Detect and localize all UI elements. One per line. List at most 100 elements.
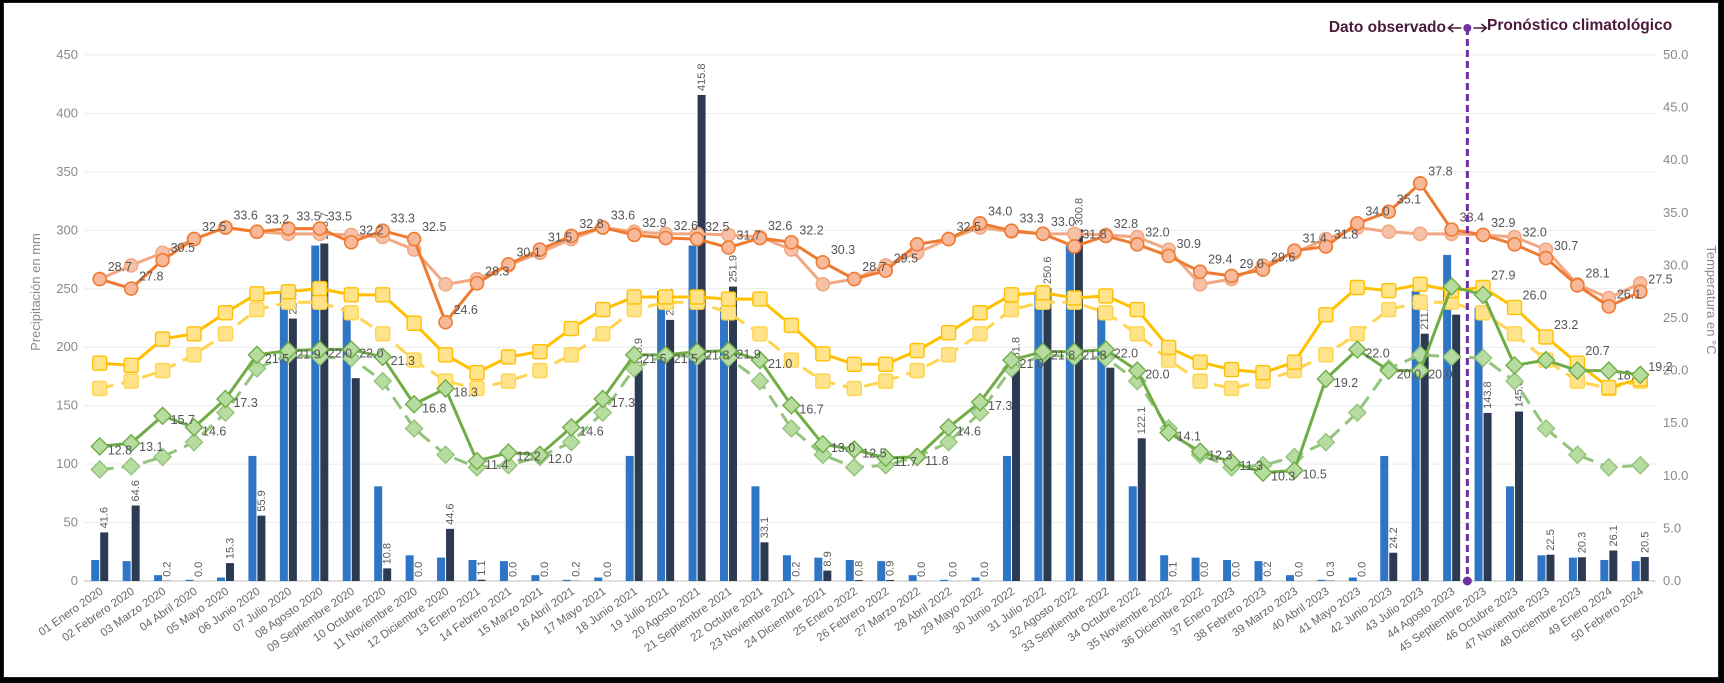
y-axis-left: 0 50 100 150 200 250 300 350 400 450 xyxy=(56,47,78,588)
point-marker xyxy=(1599,457,1619,477)
point-marker xyxy=(153,447,173,467)
point-marker xyxy=(720,291,737,307)
point-marker xyxy=(658,230,673,246)
line-value-label: 32.2 xyxy=(359,223,383,237)
point-marker xyxy=(1129,326,1145,342)
point-marker xyxy=(184,417,204,437)
point-marker xyxy=(972,326,988,342)
point-marker xyxy=(719,341,738,361)
point-marker xyxy=(406,352,422,368)
point-marker xyxy=(1444,222,1459,237)
point-marker xyxy=(1066,290,1083,306)
line-value-label: 24.6 xyxy=(454,303,478,317)
bar-normal xyxy=(437,557,446,581)
line-value-label: 20.7 xyxy=(1585,344,1609,358)
point-marker xyxy=(1159,423,1179,443)
point-marker xyxy=(1318,347,1334,363)
point-marker xyxy=(752,230,768,246)
point-marker xyxy=(752,291,768,307)
line-value-label: 21.8 xyxy=(1082,349,1106,363)
point-marker xyxy=(1599,361,1619,381)
point-marker xyxy=(1003,301,1020,318)
line-value-label: 30.3 xyxy=(831,243,855,257)
point-marker xyxy=(437,347,454,363)
bar-normal xyxy=(908,575,917,581)
bar-value-label: 0.3 xyxy=(1325,561,1337,576)
point-marker xyxy=(972,216,988,231)
point-marker xyxy=(1349,279,1366,296)
bar-actual xyxy=(320,243,329,581)
point-marker xyxy=(1412,226,1428,242)
bar-normal xyxy=(1317,579,1326,581)
line-value-label: 16.8 xyxy=(422,401,446,415)
bar-normal xyxy=(248,455,257,581)
line-value-label: 11.3 xyxy=(1240,459,1263,473)
point-marker xyxy=(1255,365,1271,381)
point-marker xyxy=(846,356,862,372)
point-marker xyxy=(406,231,422,247)
line-value-label: 21.5 xyxy=(265,352,289,366)
point-marker xyxy=(123,373,139,389)
point-marker xyxy=(184,432,204,452)
bar-actual xyxy=(1546,554,1555,581)
bar-normal xyxy=(1600,559,1609,581)
point-marker xyxy=(1570,278,1585,293)
point-marker xyxy=(815,277,831,292)
point-marker xyxy=(1098,288,1114,304)
point-marker xyxy=(626,227,642,243)
point-marker xyxy=(247,345,267,365)
line-value-label: 29.5 xyxy=(894,252,918,266)
bar-value-label: 0.2 xyxy=(790,561,802,576)
point-marker xyxy=(813,434,833,454)
line-value-label: 31.8 xyxy=(1334,227,1358,241)
point-marker xyxy=(341,340,361,360)
line-value-label: 27.9 xyxy=(1491,268,1515,282)
line-value-label: 21.8 xyxy=(705,349,729,363)
point-marker xyxy=(343,305,359,321)
point-marker xyxy=(1473,285,1493,305)
bar-value-label: 0.0 xyxy=(1356,562,1368,577)
point-marker xyxy=(561,417,581,437)
point-marker xyxy=(1381,204,1397,220)
point-marker xyxy=(1536,418,1556,438)
point-marker xyxy=(781,395,801,415)
point-marker xyxy=(1318,239,1334,254)
point-marker xyxy=(123,258,139,273)
line-value-label: 32.9 xyxy=(642,216,666,230)
point-marker xyxy=(530,445,550,465)
point-marker xyxy=(217,326,234,342)
point-marker xyxy=(844,440,864,459)
point-marker xyxy=(1223,361,1240,378)
line-value-label: 21.9 xyxy=(737,348,761,362)
y-left-tick-label: 0 xyxy=(71,573,78,588)
bar-normal xyxy=(782,555,791,581)
line-value-label: 12.2 xyxy=(516,450,540,464)
point-marker xyxy=(878,356,894,372)
bar-actual xyxy=(1043,288,1052,581)
point-marker xyxy=(940,325,957,341)
point-marker xyxy=(404,418,424,438)
line-value-label: 31.8 xyxy=(1082,227,1106,241)
point-marker xyxy=(656,345,676,365)
point-marker xyxy=(121,456,141,476)
bar-actual xyxy=(1483,412,1492,581)
y-axis-left-title: Precipitación en mm xyxy=(28,233,43,351)
bar-value-label: 0.9 xyxy=(885,561,897,576)
line-value-label: 30.5 xyxy=(171,241,195,255)
line-value-label: 21.3 xyxy=(391,354,415,368)
line-value-label: 10.5 xyxy=(1302,468,1326,482)
line-value-label: 28.7 xyxy=(862,260,886,274)
y-right-tick-label: 25.0 xyxy=(1663,310,1688,325)
point-marker xyxy=(595,220,611,235)
point-marker xyxy=(1224,268,1239,284)
point-marker xyxy=(1567,445,1587,465)
line-value-label: 19.2 xyxy=(1334,376,1358,390)
point-marker xyxy=(186,347,202,363)
point-marker xyxy=(1630,365,1650,385)
bar-value-label: 15.3 xyxy=(224,538,236,559)
line-value-label: 22.0 xyxy=(1365,347,1389,361)
bar-normal xyxy=(751,486,760,581)
bar-normal xyxy=(1506,486,1515,581)
bar-value-label: 0.0 xyxy=(948,562,960,577)
line-value-label: 11.8 xyxy=(925,454,948,468)
